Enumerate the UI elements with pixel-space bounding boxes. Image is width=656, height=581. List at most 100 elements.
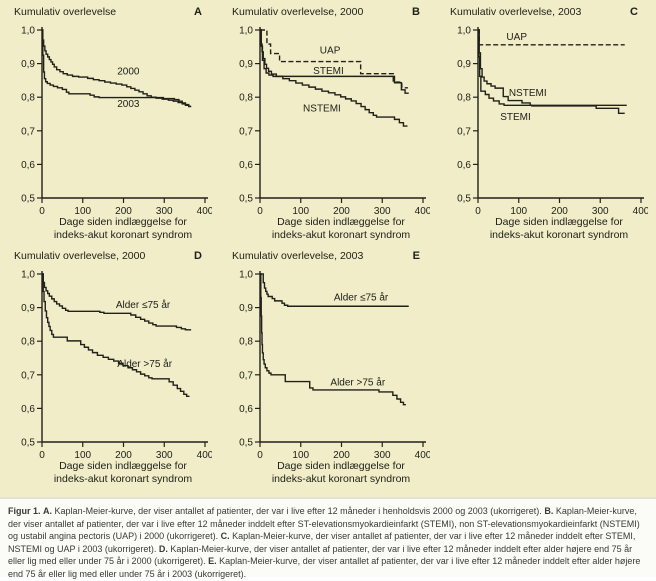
- svg-text:1,0: 1,0: [457, 26, 471, 37]
- panel-b: Kumulativ overlevelse, 2000 B 1,0 0,9 0,8 0…: [224, 6, 430, 241]
- caption-part-a-text: Kaplan-Meier-kurve, der viser antallet a…: [54, 506, 542, 516]
- svg-text:0,7: 0,7: [21, 370, 35, 381]
- figure-caption: Figur 1. A. Kaplan-Meier-kurve, der vise…: [0, 497, 656, 579]
- svg-text:0,9: 0,9: [239, 303, 253, 314]
- svg-text:0,9: 0,9: [457, 59, 471, 70]
- svg-text:STEMI: STEMI: [313, 66, 344, 77]
- caption-part-c-label: C.: [220, 531, 230, 542]
- svg-text:0: 0: [257, 206, 263, 217]
- svg-text:0,7: 0,7: [457, 126, 471, 137]
- panel-title: Kumulativ overlevelse, 2003: [232, 250, 364, 262]
- svg-text:400: 400: [197, 450, 212, 461]
- panel-e-plot: 1,0 0,9 0,8 0,7 0,6 0,5 0 100 200 300 400 Alder ≤75…: [239, 270, 430, 462]
- svg-text:0: 0: [39, 206, 45, 217]
- caption-part-e-text: Kaplan-Meier-kurve, der viser antallet a…: [8, 556, 641, 579]
- svg-text:200: 200: [115, 206, 132, 217]
- svg-text:0,6: 0,6: [239, 160, 253, 171]
- svg-text:0,6: 0,6: [457, 160, 471, 171]
- svg-text:300: 300: [592, 206, 609, 217]
- panel-title: Kumulativ overlevelse: [14, 6, 117, 18]
- panel-c: Kumulativ overlevelse, 2003 C 1,0 0,9 0,8 0…: [442, 6, 648, 241]
- xaxis-label-line2: indeks-akut koronart syndrom: [271, 472, 411, 485]
- svg-text:Alder ≤75 år: Alder ≤75 år: [334, 291, 389, 303]
- xaxis-label-line2: indeks-akut koronart syndrom: [489, 228, 629, 241]
- svg-text:400: 400: [633, 206, 648, 217]
- xaxis-label-line1: Dage siden indlæggelse for: [59, 460, 187, 472]
- svg-text:UAP: UAP: [506, 32, 527, 43]
- svg-text:0,9: 0,9: [21, 303, 35, 314]
- panel-letter: A: [194, 6, 202, 18]
- svg-text:2000: 2000: [117, 66, 140, 77]
- svg-text:200: 200: [333, 450, 350, 461]
- svg-text:0,9: 0,9: [239, 59, 253, 70]
- svg-text:Alder >75 år: Alder >75 år: [117, 358, 172, 370]
- svg-text:0,5: 0,5: [21, 438, 35, 449]
- svg-text:0: 0: [475, 206, 481, 217]
- panel-a: Kumulativ overlevelse A 1,0 0,9 0,8 0,7 0,6 0…: [6, 6, 212, 241]
- panel-e-xaxis-label: Dage siden indlæggelse for indeks-akut k…: [224, 460, 430, 485]
- panel-c-plot: 1,0 0,9 0,8 0,7 0,6 0,5 0 100 200 300 400 UAP NSTEMI…: [457, 26, 648, 218]
- svg-text:100: 100: [510, 206, 527, 217]
- xaxis-label-line1: Dage siden indlæggelse for: [495, 216, 623, 228]
- svg-text:2003: 2003: [117, 99, 140, 110]
- caption-part-d-label: D.: [158, 543, 168, 554]
- panel-d-xaxis-label: Dage siden indlæggelse for indeks-akut k…: [6, 460, 212, 485]
- svg-text:Alder >75 år: Alder >75 år: [330, 377, 385, 389]
- svg-text:0,7: 0,7: [21, 126, 35, 137]
- svg-text:1,0: 1,0: [21, 26, 35, 37]
- panel-c-header: Kumulativ overlevelse, 2003 C: [442, 6, 648, 22]
- panel-letter: D: [194, 250, 202, 262]
- svg-text:0,8: 0,8: [239, 337, 253, 348]
- panel-a-header: Kumulativ overlevelse A: [6, 6, 212, 22]
- caption-part-c-text: Kaplan-Meier-kurve, der viser antallet a…: [8, 531, 636, 554]
- svg-text:UAP: UAP: [320, 46, 341, 57]
- svg-text:0,6: 0,6: [21, 160, 35, 171]
- svg-text:0,8: 0,8: [239, 93, 253, 104]
- panel-d-header: Kumulativ overlevelse, 2000 D: [6, 250, 212, 266]
- panel-d: Kumulativ overlevelse, 2000 D 1,0 0,9 0,8 0…: [6, 250, 212, 485]
- panel-letter: C: [630, 6, 638, 18]
- caption-part-b-label: B.: [544, 506, 554, 516]
- svg-text:0,5: 0,5: [239, 438, 253, 449]
- panel-c-xaxis-label: Dage siden indlæggelse for indeks-akut k…: [442, 216, 648, 241]
- svg-text:0,7: 0,7: [239, 126, 253, 137]
- svg-text:200: 200: [115, 450, 132, 461]
- xaxis-label-line1: Dage siden indlæggelse for: [277, 216, 405, 228]
- panel-d-plot: 1,0 0,9 0,8 0,7 0,6 0,5 0 100 200 300 400 Alder ≤75…: [21, 270, 212, 462]
- caption-part-b-text: Kaplan-Meier-kurve, der viser antallet a…: [8, 506, 640, 542]
- panel-title: Kumulativ overlevelse, 2000: [14, 250, 146, 262]
- svg-text:1,0: 1,0: [21, 270, 35, 281]
- panel-title: Kumulativ overlevelse, 2000: [232, 6, 364, 18]
- svg-text:0,6: 0,6: [21, 404, 35, 415]
- xaxis-label-line2: indeks-akut koronart syndrom: [53, 472, 193, 485]
- svg-text:1,0: 1,0: [239, 26, 253, 37]
- panel-b-xaxis-label: Dage siden indlæggelse for indeks-akut k…: [224, 216, 430, 241]
- panel-a-plot: 1,0 0,9 0,8 0,7 0,6 0,5 0 100 200 300 400 2000 2003: [21, 26, 212, 218]
- svg-text:100: 100: [74, 450, 91, 461]
- caption-figure-number: Figur 1.: [8, 506, 41, 516]
- svg-text:NSTEMI: NSTEMI: [509, 88, 547, 99]
- svg-text:0: 0: [39, 450, 45, 461]
- svg-text:0,5: 0,5: [239, 194, 253, 205]
- svg-text:0,7: 0,7: [239, 370, 253, 381]
- svg-text:400: 400: [415, 450, 430, 461]
- svg-text:200: 200: [551, 206, 568, 217]
- svg-text:100: 100: [74, 206, 91, 217]
- panel-a-xaxis-label: Dage siden indlæggelse for indeks-akut k…: [6, 216, 212, 241]
- svg-text:0,8: 0,8: [21, 337, 35, 348]
- caption-part-a-label: A.: [43, 506, 53, 516]
- svg-text:1,0: 1,0: [239, 270, 253, 281]
- svg-text:200: 200: [333, 206, 350, 217]
- svg-text:0,6: 0,6: [239, 404, 253, 415]
- svg-text:Alder ≤75 år: Alder ≤75 år: [116, 299, 171, 311]
- panel-b-header: Kumulativ overlevelse, 2000 B: [224, 6, 430, 22]
- svg-text:300: 300: [156, 450, 173, 461]
- svg-text:100: 100: [292, 206, 309, 217]
- svg-text:100: 100: [292, 450, 309, 461]
- svg-text:STEMI: STEMI: [500, 112, 531, 123]
- xaxis-label-line1: Dage siden indlæggelse for: [59, 216, 187, 228]
- figure-area: Kumulativ overlevelse A 1,0 0,9 0,8 0,7 0,6 0…: [0, 0, 656, 497]
- svg-text:NSTEMI: NSTEMI: [303, 103, 341, 114]
- panel-title: Kumulativ overlevelse, 2003: [450, 6, 582, 18]
- panel-letter: E: [412, 250, 420, 262]
